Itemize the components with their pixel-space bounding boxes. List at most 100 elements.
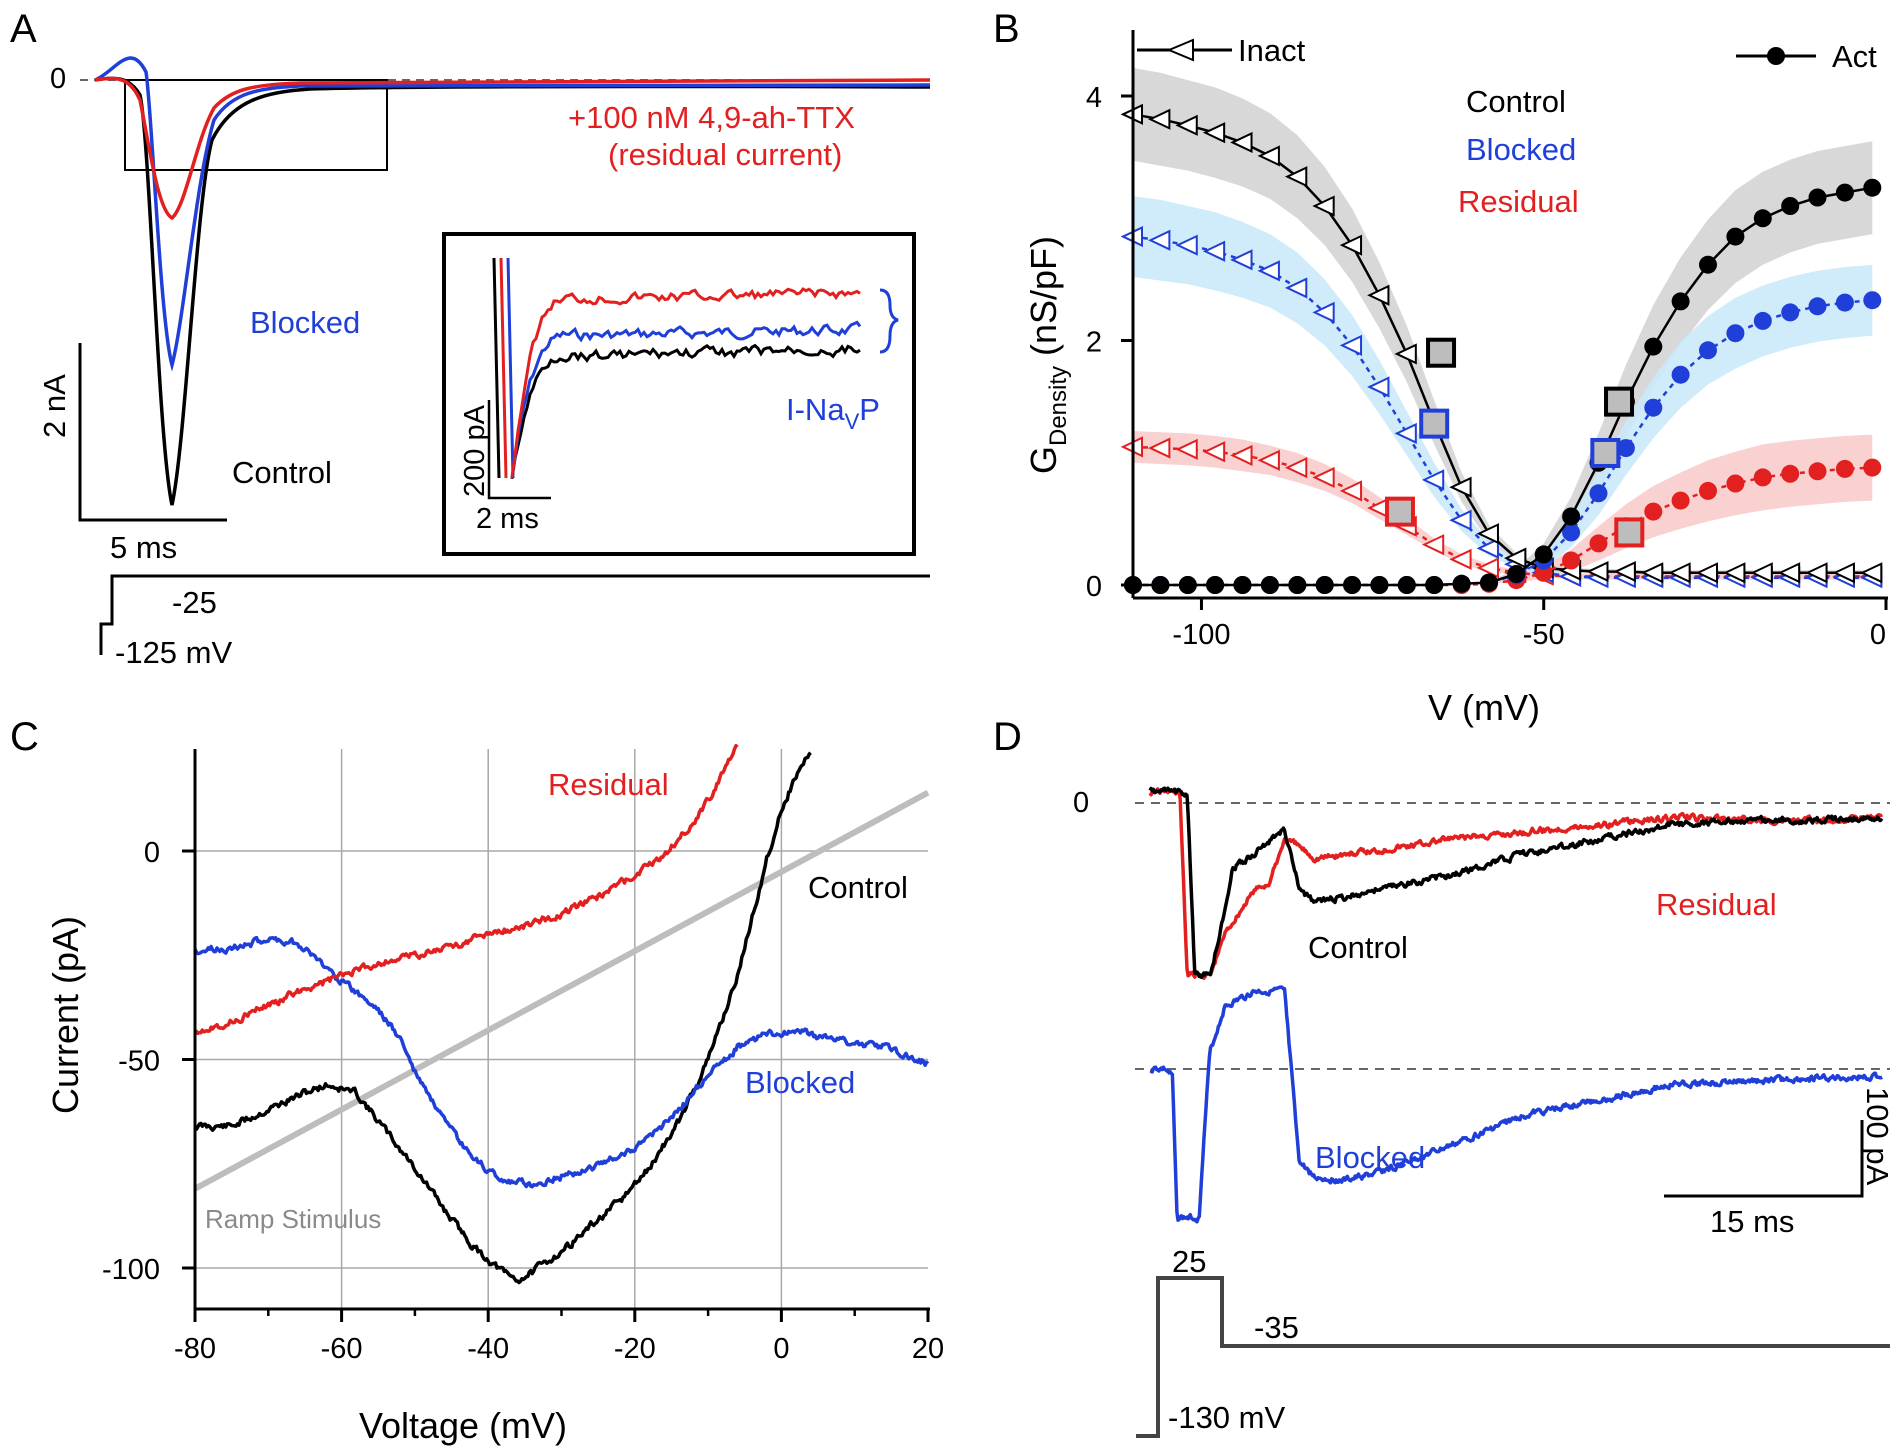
panel-b-activation-residual-point	[1644, 502, 1663, 521]
panel-a-scale-x-label: 5 ms	[110, 530, 177, 565]
panel-c-letter: C	[10, 715, 39, 759]
panel-b-activation-residual-point	[1589, 534, 1608, 553]
panel-b-activation-residual-point	[1808, 462, 1827, 481]
panel-b-activation-control-point	[1206, 576, 1225, 594]
panel-b-act-label: Act	[1832, 39, 1877, 74]
panel-c-blocked-trace	[193, 935, 930, 1189]
panel-a-drug-label-line2: (residual current)	[608, 137, 842, 172]
panel-b-inactivation-residual-point	[1449, 548, 1472, 570]
panel-b-inactivation-control-point	[1312, 195, 1335, 217]
panel-a-drug-label-line1: +100 nM 4,9-ah-TTX	[568, 100, 855, 135]
panel-d-scale-x-label: 15 ms	[1710, 1204, 1794, 1239]
panel-d-residual-label: Residual	[1656, 887, 1777, 922]
panel-b-inactivation-control-point	[1750, 562, 1773, 584]
panel-b-activation-control-vhalf-marker	[1604, 386, 1635, 417]
panel-b-activation-control-point	[1233, 576, 1252, 594]
panel-b-inactivation-control-point	[1367, 284, 1390, 306]
panel-b-inactivation-control-point	[1832, 562, 1855, 584]
panel-d-blocked-trace	[1149, 985, 1883, 1224]
panel-b-activation-blocked-point	[1835, 293, 1854, 312]
panel-c-ramp-line	[193, 789, 930, 1192]
panel-b-activation-control-point	[1699, 255, 1717, 274]
panel-b-activation-control-point	[1397, 576, 1416, 594]
panel-d-control-trace	[1148, 786, 1884, 979]
panel-d-plot	[1148, 786, 1884, 1224]
panel-c-x-tick-label: -40	[467, 1333, 509, 1365]
panel-c-x-tick-label: 20	[912, 1333, 944, 1365]
panel-d-blocked-label: Blocked	[1315, 1140, 1425, 1175]
panel-b-inactivation-blocked-point	[1202, 240, 1226, 262]
panel-b-activation-control-point	[1151, 576, 1170, 594]
panel-b-x-tick-label: -50	[1523, 619, 1565, 651]
panel-b-activation-control-band	[1133, 141, 1873, 585]
panel-b-inactivation-control-point	[1230, 131, 1253, 154]
panel-c-axes: -80 -60 -40 -20 0 20 -100 -50 0	[102, 749, 944, 1365]
panel-c-x-tick-label: -20	[614, 1333, 656, 1365]
panel-b-activation-blocked-point	[1726, 324, 1745, 343]
panel-b-inactivation-control-point	[1640, 562, 1664, 584]
panel-a-control-label: Control	[232, 455, 332, 490]
panel-b-activation-control-line	[1133, 186, 1873, 587]
panel-c-x-axis-label: Voltage (mV)	[359, 1405, 567, 1446]
panel-b-inactivation-blocked-point	[1175, 234, 1198, 256]
panel-b-activation-residual-point	[1753, 468, 1772, 487]
panel-b-plot	[1120, 67, 1883, 594]
panel-b-activation-control-point	[1562, 507, 1581, 526]
panel-a-zoom-box	[124, 79, 388, 171]
panel-b-inactivation-control-point	[1805, 562, 1828, 584]
panel-a-inset-blocked-drop	[506, 257, 515, 479]
panel-c-y-axis-label: Current (pA)	[45, 916, 86, 1114]
panel-b-activation-residual-band	[1133, 434, 1873, 585]
panel-a-inset-scale-x-label: 2 ms	[476, 503, 539, 535]
panel-b-inactivation-residual-point	[1339, 480, 1363, 502]
panel-c-y-tick-label: 0	[144, 837, 160, 869]
panel-b-activation-blocked-point	[1753, 311, 1772, 330]
panel-b-y-tick-label: 2	[1086, 327, 1102, 359]
panel-c-residual-trace	[194, 743, 739, 1036]
panel-b-inactivation-control-band	[1133, 67, 1873, 576]
panel-a-letter: A	[10, 7, 37, 51]
panel-b-residual-label: Residual	[1458, 184, 1579, 219]
panel-b-activation-control-point	[1288, 576, 1307, 594]
panel-d-scale-bar	[1664, 1120, 1864, 1198]
panel-b-inactivation-control-point	[1394, 343, 1417, 365]
panel-a-voltage-protocol	[99, 574, 930, 655]
panel-b-activation-control-point	[1835, 183, 1854, 202]
panel-b-activation-residual-point	[1835, 459, 1854, 478]
panel-c-grid	[195, 749, 928, 1308]
panel-b-letter: B	[993, 7, 1020, 51]
panel-b-activation-control-point	[1343, 576, 1362, 594]
panel-c-residual-label: Residual	[548, 767, 669, 802]
panel-b-activation-control-point	[1370, 576, 1389, 594]
panel-b-inactivation-blocked-vhalf-marker	[1419, 408, 1450, 439]
panel-a-inset-residual-drop	[499, 257, 508, 479]
panel-b-inactivation-blocked-point	[1230, 249, 1253, 271]
panel-a-blocked-label: Blocked	[250, 305, 360, 340]
panel-b-activation-blocked-point	[1671, 365, 1690, 384]
panel-b-inactivation-blocked-point	[1476, 537, 1499, 559]
panel-b-y-tick-label: 0	[1086, 571, 1102, 603]
panel-b-inactivation-blocked-point	[1394, 422, 1417, 444]
panel-b-activation-control-point	[1671, 292, 1690, 311]
panel-c-control-label: Control	[808, 870, 908, 905]
panel-b-activation-residual-point	[1726, 474, 1745, 493]
panel-b-inactivation-blocked-point	[1312, 301, 1335, 323]
panel-b-activation-residual-point	[1781, 464, 1800, 483]
panel-b-axes: -100 -50 0 0 2 4	[1086, 30, 1888, 651]
panel-c-control-trace	[193, 751, 812, 1285]
panel-b-activation-residual-point	[1671, 491, 1690, 510]
panel-b-activation-control-point	[1452, 574, 1471, 593]
panel-b-activation-control-point	[1863, 178, 1882, 197]
panel-d-voltage-protocol	[1136, 1276, 1890, 1438]
panel-b-inactivation-control-point	[1175, 114, 1198, 136]
panel-b-inactivation-residual-vhalf-marker	[1384, 496, 1415, 527]
panel-b-inactivation-residual-point	[1284, 457, 1308, 479]
panel-b-activation-blocked-point	[1562, 523, 1581, 542]
panel-a-inset-control-trace	[510, 343, 861, 479]
panel-b-activation-residual-point	[1562, 551, 1581, 570]
panel-b-inact-label: Inact	[1238, 33, 1306, 68]
panel-a-inset-residual-trace	[510, 287, 861, 478]
panel-b-control-label: Control	[1466, 84, 1566, 119]
panel-b-activation-residual-vhalf-marker	[1614, 517, 1645, 548]
